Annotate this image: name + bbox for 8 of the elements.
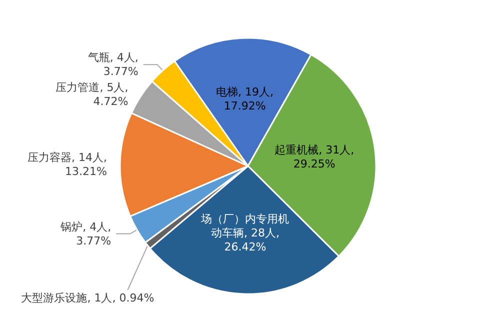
- slice-label: 压力容器, 14人, 13.21%: [28, 150, 108, 178]
- slice-label: 起重机械, 31人, 29.25%: [274, 143, 354, 170]
- slice-label: 锅炉, 4人, 3.77%: [60, 220, 112, 248]
- slice-label: 场（厂）内专用机动车辆, 28人, 26.42%: [200, 212, 290, 254]
- slice-label: 电梯, 19人, 17.92%: [216, 86, 274, 113]
- slice-label: 气瓶, 4人, 3.77%: [88, 51, 138, 78]
- slice-label: 大型游乐设施, 1人, 0.94%: [21, 292, 154, 304]
- slice-label: 压力管道, 5人, 4.72%: [56, 80, 128, 108]
